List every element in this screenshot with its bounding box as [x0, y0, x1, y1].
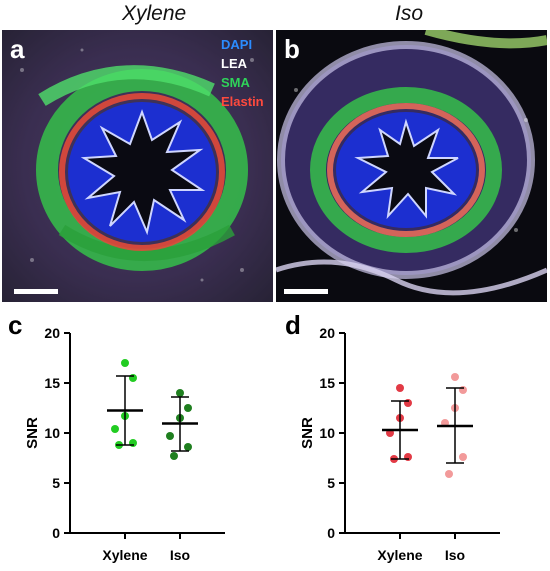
scale-bar-a [14, 289, 58, 294]
chart-d-xtick-label: Xylene [377, 547, 422, 563]
stain-legend: DAPI LEA SMA Elastin [221, 35, 264, 111]
chart-d-ytick-label: 15 [319, 375, 335, 391]
chart-c-ytick-label: 10 [44, 425, 60, 441]
chart-d-point [459, 453, 467, 461]
chart-d-ytick-label: 5 [327, 475, 335, 491]
legend-dapi: DAPI [221, 37, 253, 52]
chart-d-point [445, 470, 453, 478]
chart-d-letter: d [285, 310, 301, 340]
chart-c-point [111, 425, 119, 433]
chart-d-point [451, 373, 459, 381]
chart-d-ytick-label: 20 [319, 325, 335, 341]
chart-c-ytick-label: 5 [52, 475, 60, 491]
chart-c-ytick-label: 15 [44, 375, 60, 391]
chart-c-ytick-label: 20 [44, 325, 60, 341]
chart-c-point [121, 359, 129, 367]
chart-d-point [396, 384, 404, 392]
panel-b-letter: b [284, 34, 300, 64]
legend-elastin: Elastin [221, 94, 264, 109]
chart-c-xtick-label: Iso [170, 547, 190, 563]
panel-a-letter: a [10, 34, 25, 64]
chart-d-ytick-label: 10 [319, 425, 335, 441]
panel-a-title: Xylene [122, 2, 187, 25]
scale-bar-b [284, 289, 328, 294]
micrograph-b: b [276, 30, 547, 302]
chart-d-point [404, 399, 412, 407]
chart-c-point [166, 432, 174, 440]
chart-c: 0 5 10 15 20 SNR Xylene Iso [0, 320, 270, 571]
chart-c-point [184, 404, 192, 412]
chart-c-ylabel: SNR [24, 417, 41, 449]
chart-c-xtick-label: Xylene [102, 547, 147, 563]
chart-c-point [184, 443, 192, 451]
chart-d-xtick-label: Iso [445, 547, 465, 563]
chart-d-point [404, 453, 412, 461]
chart-d-ytick-label: 0 [327, 525, 335, 541]
chart-c-point [170, 452, 178, 460]
micrograph-b-image [276, 30, 547, 302]
chart-d-svg: 0 5 10 15 20 SNR Xylene Iso [299, 325, 500, 563]
legend-sma: SMA [221, 75, 250, 90]
chart-c-svg: 0 5 10 15 20 SNR Xylene Iso [24, 325, 225, 563]
legend-lea: LEA [221, 56, 247, 71]
chart-c-point [129, 439, 137, 447]
chart-c-point [129, 374, 137, 382]
chart-c-point [176, 389, 184, 397]
chart-d-point [459, 386, 467, 394]
chart-c-letter: c [8, 310, 23, 340]
panel-b-title: Iso [395, 2, 424, 25]
micrograph-a-image [2, 30, 273, 302]
chart-c-ytick-label: 0 [52, 525, 60, 541]
micrograph-a: a [2, 30, 273, 302]
chart-d: 0 5 10 15 20 SNR Xylene Iso [275, 320, 545, 571]
chart-d-ylabel: SNR [299, 417, 316, 449]
